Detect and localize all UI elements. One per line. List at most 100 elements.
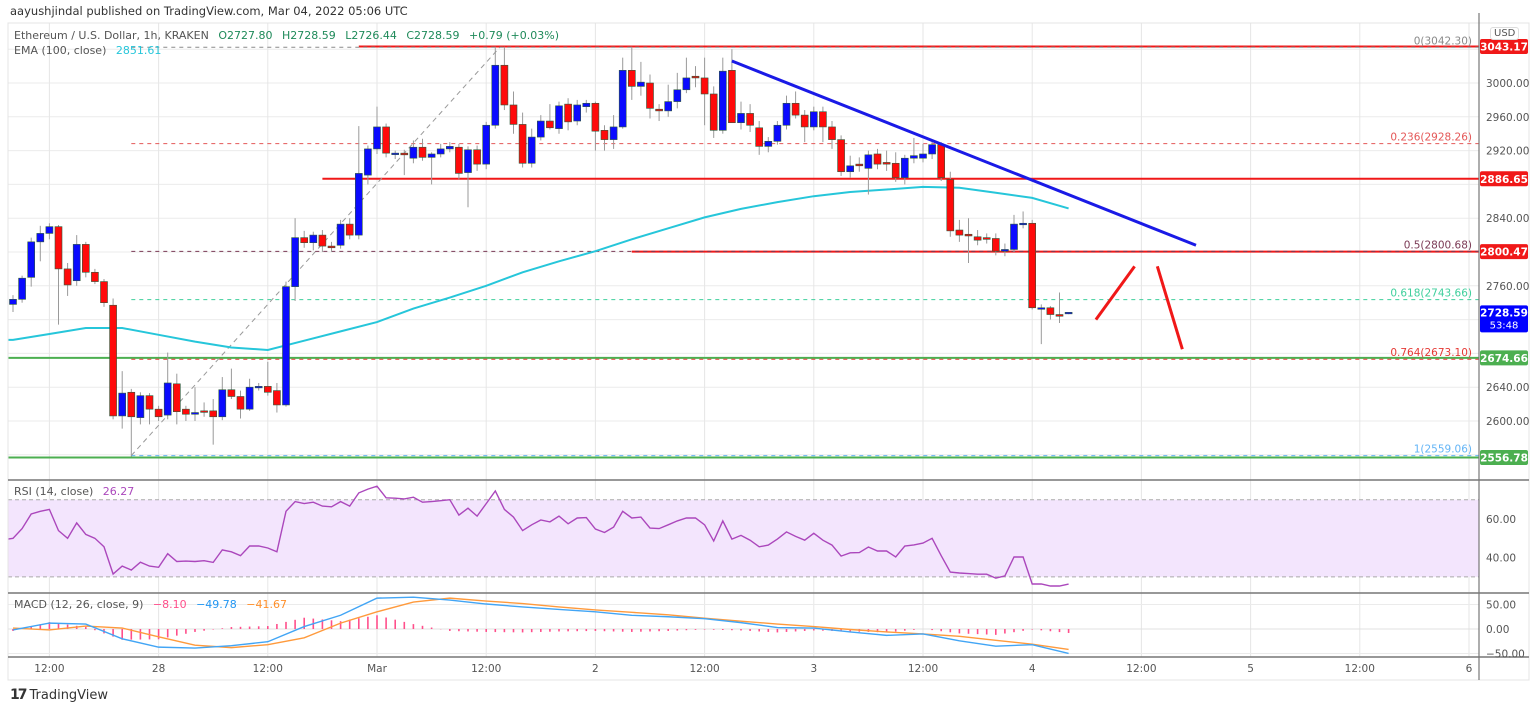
candle — [682, 57, 691, 94]
symbol-legend[interactable]: Ethereum / U.S. Dollar, 1h, KRAKEN O2727… — [14, 29, 559, 42]
candle — [819, 106, 827, 143]
candle — [318, 230, 327, 252]
candle — [582, 99, 591, 113]
candle-body — [63, 268, 72, 286]
candle-body — [691, 75, 700, 79]
candle-body — [336, 223, 345, 246]
macd-legend[interactable]: MACD (12, 26, close, 9) −8.10 −49.78 −41… — [14, 598, 287, 611]
candle-body — [555, 105, 563, 129]
candle-body — [546, 120, 554, 129]
fib-level-label: 0.618(2743.66) — [1390, 288, 1472, 300]
candle — [364, 145, 372, 185]
candle-body — [973, 236, 982, 241]
candle — [1064, 312, 1073, 315]
candle — [382, 123, 390, 158]
rsi-label: RSI (14, close) — [14, 485, 94, 498]
candle — [555, 101, 563, 134]
tradingview-logo[interactable]: 17 TradingView — [10, 687, 108, 703]
candle — [618, 57, 627, 129]
candle-body — [536, 120, 545, 138]
candle-body — [573, 104, 582, 122]
ema-legend[interactable]: EMA (100, close) 2851.61 — [14, 44, 161, 57]
candle — [309, 231, 318, 251]
ema-line — [7, 185, 1069, 352]
ema-label: EMA (100, close) — [14, 44, 107, 57]
rsi-legend[interactable]: RSI (14, close) 26.27 — [14, 485, 134, 498]
price-axis-label: 2920.00 — [1486, 146, 1529, 158]
candle — [928, 140, 936, 160]
currency-button[interactable]: USD — [1490, 27, 1520, 40]
candle — [227, 368, 236, 400]
current-price-badge-bg — [1480, 305, 1528, 333]
time-axis-label: 3 — [810, 663, 817, 675]
candle-body — [928, 144, 936, 155]
time-axis-label: 12:00 — [689, 663, 719, 675]
candle — [728, 49, 736, 124]
candle-body — [809, 111, 818, 128]
candle — [127, 388, 136, 457]
candle-body — [482, 124, 491, 165]
candle-body — [646, 82, 654, 109]
candle — [263, 361, 272, 396]
candle-body — [27, 241, 36, 278]
fib-level-label: 0.236(2928.26) — [1390, 132, 1472, 144]
candle — [691, 66, 700, 88]
candle — [973, 230, 982, 246]
high-value: H2728.59 — [281, 29, 336, 42]
candle — [837, 135, 845, 176]
candle — [937, 142, 946, 182]
candle-body — [591, 102, 600, 132]
candle — [1001, 243, 1009, 257]
candle — [45, 223, 54, 240]
rsi-value: 26.27 — [102, 485, 135, 498]
price-axis-label: 3000.00 — [1486, 78, 1529, 90]
candle-body — [1055, 314, 1064, 317]
candle-body — [163, 382, 172, 416]
candle-body — [300, 237, 309, 244]
candle-body — [828, 126, 836, 140]
candle — [846, 155, 855, 178]
candles — [9, 46, 1073, 457]
candle — [182, 405, 190, 421]
candle-body — [1037, 307, 1046, 310]
candle — [354, 126, 363, 240]
candle-body — [182, 408, 190, 415]
candle-body — [36, 233, 45, 243]
time-axis-label: 12:00 — [471, 663, 501, 675]
candle — [254, 382, 263, 391]
candle-body — [418, 146, 427, 158]
candle — [527, 128, 536, 168]
candle-body — [891, 162, 900, 178]
macd-signal-value: −41.67 — [246, 598, 288, 611]
candle — [500, 46, 509, 111]
time-axis-label: 6 — [1466, 663, 1473, 675]
candle — [546, 104, 554, 130]
candle-body — [218, 389, 227, 418]
candle — [891, 152, 900, 182]
candle-body — [118, 392, 126, 417]
candle-body — [18, 277, 26, 300]
candle — [800, 110, 809, 143]
candle — [982, 233, 991, 244]
price-level-badge-bg — [1480, 171, 1528, 187]
time-axis-label: 2 — [592, 663, 599, 675]
candle — [773, 121, 782, 145]
candle — [737, 101, 745, 130]
candle — [36, 225, 45, 262]
candle — [700, 57, 709, 126]
rsi-line — [7, 485, 1069, 587]
candle — [764, 137, 773, 153]
candle — [782, 95, 791, 130]
candle-body — [882, 162, 891, 165]
candle — [9, 295, 17, 312]
candle — [209, 399, 217, 445]
candle-body — [618, 70, 627, 128]
candle-body — [864, 154, 873, 169]
candle-body — [1019, 222, 1027, 226]
candle — [864, 150, 873, 195]
candle — [536, 115, 545, 141]
candle-body — [327, 245, 336, 249]
candle — [336, 219, 345, 249]
price-axis-label: 2600.00 — [1486, 416, 1529, 428]
